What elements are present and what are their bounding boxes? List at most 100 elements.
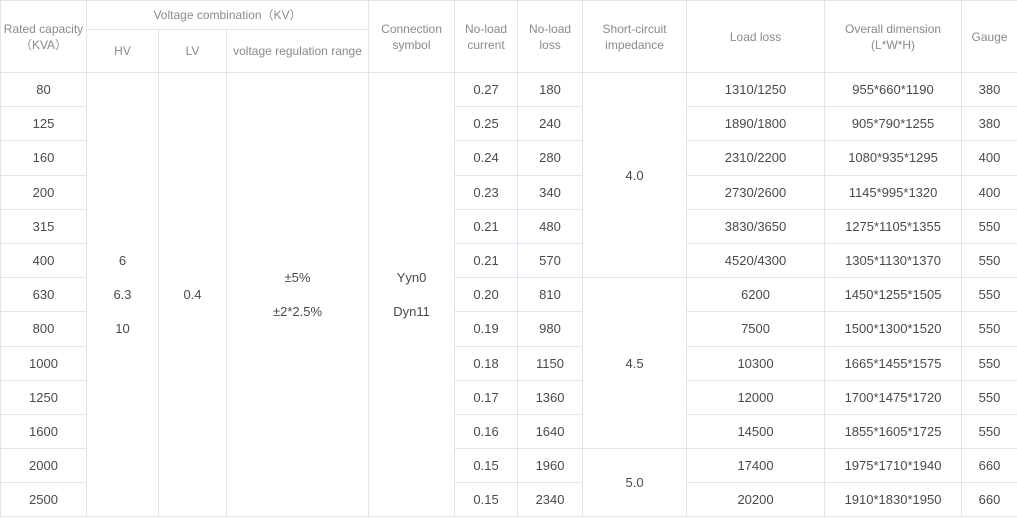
cell-gauge: 550: [961, 413, 1017, 450]
header-lv: LV: [158, 29, 227, 73]
cell-gauge: 550: [961, 311, 1017, 347]
cell-dimension: 1080*935*1295: [824, 140, 963, 176]
cell-no-load-loss: 980: [517, 311, 584, 347]
cell-load-loss: 14500: [686, 413, 826, 450]
cell-capacity: 800: [0, 311, 87, 347]
header-voltage-combination: Voltage combination（KV）: [85, 0, 370, 30]
table-row: 160 0.24 280 2310/2200 1080*935*1295 400: [0, 140, 1017, 176]
cell-capacity: 315: [0, 208, 87, 244]
cell-capacity: 1250: [0, 379, 87, 415]
table-row: 1000 0.18 1150 10300 1665*1455*1575 550: [0, 345, 1017, 381]
cell-no-load-loss: 570: [517, 242, 584, 279]
cell-load-loss: 12000: [686, 379, 826, 415]
cell-capacity: 400: [0, 242, 87, 279]
table-row: 2500 0.15 2340 20200 1910*1830*1950 660: [0, 482, 1017, 518]
cell-no-load-loss: 1960: [517, 448, 584, 484]
cell-capacity: 200: [0, 174, 87, 210]
table-row: 315 0.21 480 3830/3650 1275*1105*1355 550: [0, 208, 1017, 244]
table-row: 200 0.23 340 2730/2600 1145*995*1320 400: [0, 174, 1017, 210]
cell-impedance: 4.5: [582, 277, 688, 450]
cell-dimension: 1665*1455*1575: [824, 345, 963, 381]
cell-connection-symbol-value: Yyn0: [396, 269, 427, 285]
cell-regulation-range: ±5% ±2*2.5%: [225, 71, 370, 518]
table-row: 80 6 6.3 10 0.4 ±5% ±2*2.5% Yyn0 Dyn11 0.27 180 4.0…: [0, 71, 1017, 518]
cell-no-load-current: 0.23: [454, 174, 519, 210]
cell-no-load-current: 0.27: [454, 71, 519, 108]
cell-no-load-loss: 810: [517, 277, 584, 313]
cell-no-load-loss: 280: [517, 140, 584, 176]
header-overall-dimension: Overall dimension (L*W*H): [824, 0, 963, 73]
cell-gauge: 550: [961, 208, 1017, 244]
cell-load-loss: 17400: [686, 448, 826, 484]
cell-no-load-current: 0.16: [454, 413, 519, 450]
header-load-loss: Load loss: [686, 0, 826, 73]
table-row: 1250 0.17 1360 12000 1700*1475*1720 550: [0, 379, 1017, 415]
cell-gauge: 660: [961, 448, 1017, 484]
cell-capacity: 2500: [0, 482, 87, 518]
cell-hv-value: 6.3: [113, 286, 132, 302]
cell-dimension: 955*660*1190: [824, 71, 963, 108]
header-hv: HV: [86, 29, 159, 73]
cell-no-load-loss: 340: [517, 174, 584, 210]
cell-capacity: 80: [0, 71, 87, 108]
cell-lv: 0.4: [158, 71, 227, 518]
table-row: 400 0.21 570 4520/4300 1305*1130*1370 550: [0, 242, 1017, 279]
cell-dimension: 1450*1255*1505: [824, 277, 963, 313]
cell-gauge: 660: [961, 482, 1017, 518]
table-row: 2000 0.15 1960 5.0 17400 1975*1710*1940 660: [0, 448, 1017, 518]
table-row: 125 0.25 240 1890/1800 905*790*1255 380: [0, 106, 1017, 142]
cell-capacity: 1600: [0, 413, 87, 450]
cell-no-load-loss: 480: [517, 208, 584, 244]
cell-hv: 6 6.3 10: [86, 71, 159, 518]
cell-load-loss: 20200: [686, 482, 826, 518]
cell-regulation-range-value: ±5%: [284, 269, 311, 285]
cell-load-loss: 3830/3650: [686, 208, 826, 244]
header-rated-capacity: Rated capacity（KVA）: [0, 0, 87, 73]
cell-dimension: 1275*1105*1355: [824, 208, 963, 244]
cell-no-load-loss: 1360: [517, 379, 584, 415]
cell-no-load-current: 0.19: [454, 311, 519, 347]
cell-capacity: 2000: [0, 448, 87, 484]
cell-dimension: 1145*995*1320: [824, 174, 963, 210]
header-regulation-range: voltage regulation range: [225, 29, 370, 73]
cell-impedance: 5.0: [582, 448, 688, 518]
cell-capacity: 1000: [0, 345, 87, 381]
header-no-load-loss: No-load loss: [517, 0, 584, 73]
header-gauge: Gauge: [961, 0, 1017, 73]
cell-load-loss: 10300: [686, 345, 826, 381]
cell-impedance: 4.0: [582, 71, 688, 279]
cell-no-load-current: 0.17: [454, 379, 519, 415]
header-connection-symbol: Connection symbol: [368, 0, 456, 73]
cell-hv-value: 10: [115, 320, 130, 336]
cell-no-load-loss: 2340: [517, 482, 584, 518]
cell-load-loss: 2310/2200: [686, 140, 826, 176]
cell-no-load-current: 0.24: [454, 140, 519, 176]
cell-load-loss: 1890/1800: [686, 106, 826, 142]
cell-no-load-loss: 240: [517, 106, 584, 142]
table-row: 800 0.19 980 7500 1500*1300*1520 550: [0, 311, 1017, 347]
cell-no-load-loss: 1150: [517, 345, 584, 381]
cell-dimension: 1975*1710*1940: [824, 448, 963, 484]
cell-no-load-current: 0.25: [454, 106, 519, 142]
cell-dimension: 1855*1605*1725: [824, 413, 963, 450]
cell-no-load-loss: 1640: [517, 413, 584, 450]
cell-no-load-current: 0.20: [454, 277, 519, 313]
header-short-circuit-impedance: Short-circuit impedance: [582, 0, 688, 73]
cell-gauge: 550: [961, 242, 1017, 279]
cell-no-load-current: 0.18: [454, 345, 519, 381]
cell-no-load-loss: 180: [517, 71, 584, 108]
cell-gauge: 400: [961, 174, 1017, 210]
cell-capacity: 125: [0, 106, 87, 142]
cell-hv-value: 6: [118, 252, 127, 268]
cell-dimension: 1910*1830*1950: [824, 482, 963, 518]
cell-dimension: 1500*1300*1520: [824, 311, 963, 347]
cell-load-loss: 7500: [686, 311, 826, 347]
cell-dimension: 1700*1475*1720: [824, 379, 963, 415]
cell-gauge: 380: [961, 71, 1017, 108]
cell-connection-symbol: Yyn0 Dyn11: [368, 71, 456, 518]
cell-gauge: 550: [961, 277, 1017, 313]
cell-no-load-current: 0.15: [454, 448, 519, 484]
cell-dimension: 905*790*1255: [824, 106, 963, 142]
cell-gauge: 550: [961, 379, 1017, 415]
